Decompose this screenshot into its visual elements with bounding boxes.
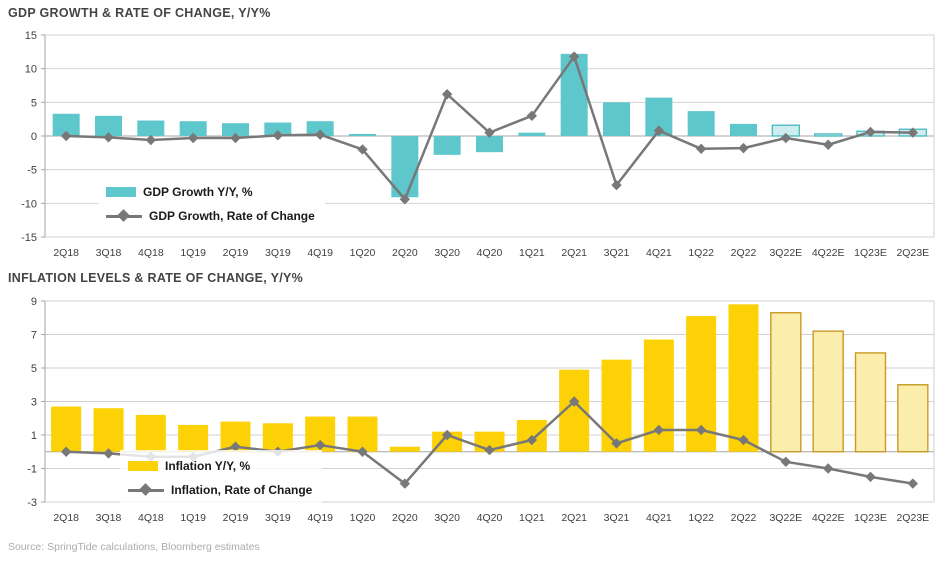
svg-text:1Q20: 1Q20 xyxy=(350,512,376,524)
gdp-line-swatch xyxy=(106,209,142,222)
svg-text:4Q20: 4Q20 xyxy=(477,247,503,259)
svg-text:2Q19: 2Q19 xyxy=(223,512,249,524)
diamond-marker-icon xyxy=(139,483,152,496)
gdp-chart-title: GDP GROWTH & RATE OF CHANGE, Y/Y% xyxy=(8,6,271,20)
svg-text:0: 0 xyxy=(31,131,37,143)
legend-item-gdp-line: GDP Growth, Rate of Change xyxy=(106,204,315,228)
svg-text:7: 7 xyxy=(31,330,37,342)
legend-label: Inflation, Rate of Change xyxy=(171,483,313,497)
svg-text:1Q19: 1Q19 xyxy=(180,512,206,524)
inflation-bar-swatch xyxy=(128,461,158,471)
gdp-chart-legend: GDP Growth Y/Y, % GDP Growth, Rate of Ch… xyxy=(98,176,325,232)
svg-text:3Q19: 3Q19 xyxy=(265,247,291,259)
svg-text:1Q22: 1Q22 xyxy=(688,247,714,259)
svg-text:1Q23E: 1Q23E xyxy=(854,247,887,259)
svg-text:3Q21: 3Q21 xyxy=(604,247,630,259)
svg-text:4Q20: 4Q20 xyxy=(477,512,503,524)
legend-item-gdp-bars: GDP Growth Y/Y, % xyxy=(106,180,315,204)
inflation-chart-canvas: 9 7 5 3 1 -1 -3 2Q18 3Q18 4Q18 1Q19 2Q19 3Q19 4Q19 1Q2… xyxy=(27,296,935,524)
svg-text:15: 15 xyxy=(25,30,37,42)
svg-text:4Q18: 4Q18 xyxy=(138,512,164,524)
inflation-chart-legend: Inflation Y/Y, % Inflation, Rate of Chan… xyxy=(120,450,323,506)
svg-text:3Q22E: 3Q22E xyxy=(769,247,802,259)
svg-text:-3: -3 xyxy=(27,497,37,509)
legend-label: GDP Growth, Rate of Change xyxy=(149,209,315,223)
svg-text:-5: -5 xyxy=(27,165,37,177)
svg-text:2Q19: 2Q19 xyxy=(223,247,249,259)
legend-item-inflation-line: Inflation, Rate of Change xyxy=(128,478,312,502)
svg-text:4Q22E: 4Q22E xyxy=(812,247,845,259)
svg-text:2Q22: 2Q22 xyxy=(731,512,757,524)
svg-text:3Q20: 3Q20 xyxy=(434,247,460,259)
svg-text:3Q18: 3Q18 xyxy=(96,247,122,259)
svg-text:3Q19: 3Q19 xyxy=(265,512,291,524)
gdp-chart-canvas: 15 10 5 0 -5 -10 -15 2Q18 3Q18 4Q18 1Q19 2Q19 3Q19 4Q… xyxy=(21,30,935,259)
svg-text:-10: -10 xyxy=(21,198,37,210)
svg-text:4Q19: 4Q19 xyxy=(307,247,333,259)
svg-text:2Q20: 2Q20 xyxy=(392,512,418,524)
legend-label: Inflation Y/Y, % xyxy=(165,459,251,473)
svg-text:10: 10 xyxy=(25,64,37,76)
svg-text:4Q19: 4Q19 xyxy=(307,512,333,524)
svg-text:3Q21: 3Q21 xyxy=(604,512,630,524)
svg-text:5: 5 xyxy=(31,97,37,109)
source-attribution: Source: SpringTide calculations, Bloombe… xyxy=(8,541,260,553)
svg-text:9: 9 xyxy=(31,296,37,308)
svg-text:2Q23E: 2Q23E xyxy=(896,512,929,524)
svg-text:2Q23E: 2Q23E xyxy=(896,247,929,259)
svg-text:1Q20: 1Q20 xyxy=(350,247,376,259)
svg-text:5: 5 xyxy=(31,363,37,375)
svg-text:2Q20: 2Q20 xyxy=(392,247,418,259)
svg-text:3Q18: 3Q18 xyxy=(96,512,122,524)
svg-text:1Q23E: 1Q23E xyxy=(854,512,887,524)
svg-text:2Q21: 2Q21 xyxy=(561,512,587,524)
inflation-line-swatch xyxy=(128,483,164,496)
svg-text:2Q18: 2Q18 xyxy=(53,512,79,524)
svg-text:1: 1 xyxy=(31,430,37,442)
svg-text:-1: -1 xyxy=(27,464,37,476)
svg-text:4Q21: 4Q21 xyxy=(646,247,672,259)
diamond-marker-icon xyxy=(117,209,130,222)
svg-text:4Q18: 4Q18 xyxy=(138,247,164,259)
legend-item-inflation-bars: Inflation Y/Y, % xyxy=(128,454,312,478)
inflation-chart-title: INFLATION LEVELS & RATE OF CHANGE, Y/Y% xyxy=(8,271,304,285)
svg-text:1Q21: 1Q21 xyxy=(519,247,545,259)
svg-text:2Q22: 2Q22 xyxy=(731,247,757,259)
svg-text:1Q22: 1Q22 xyxy=(688,512,714,524)
svg-text:3Q22E: 3Q22E xyxy=(769,512,802,524)
svg-text:4Q21: 4Q21 xyxy=(646,512,672,524)
svg-text:-15: -15 xyxy=(21,232,37,244)
svg-text:1Q19: 1Q19 xyxy=(180,247,206,259)
svg-text:2Q21: 2Q21 xyxy=(561,247,587,259)
svg-text:2Q18: 2Q18 xyxy=(53,247,79,259)
svg-text:3: 3 xyxy=(31,397,37,409)
svg-text:3Q20: 3Q20 xyxy=(434,512,460,524)
svg-text:1Q21: 1Q21 xyxy=(519,512,545,524)
gdp-bar-swatch xyxy=(106,187,136,197)
legend-label: GDP Growth Y/Y, % xyxy=(143,185,253,199)
svg-text:4Q22E: 4Q22E xyxy=(812,512,845,524)
